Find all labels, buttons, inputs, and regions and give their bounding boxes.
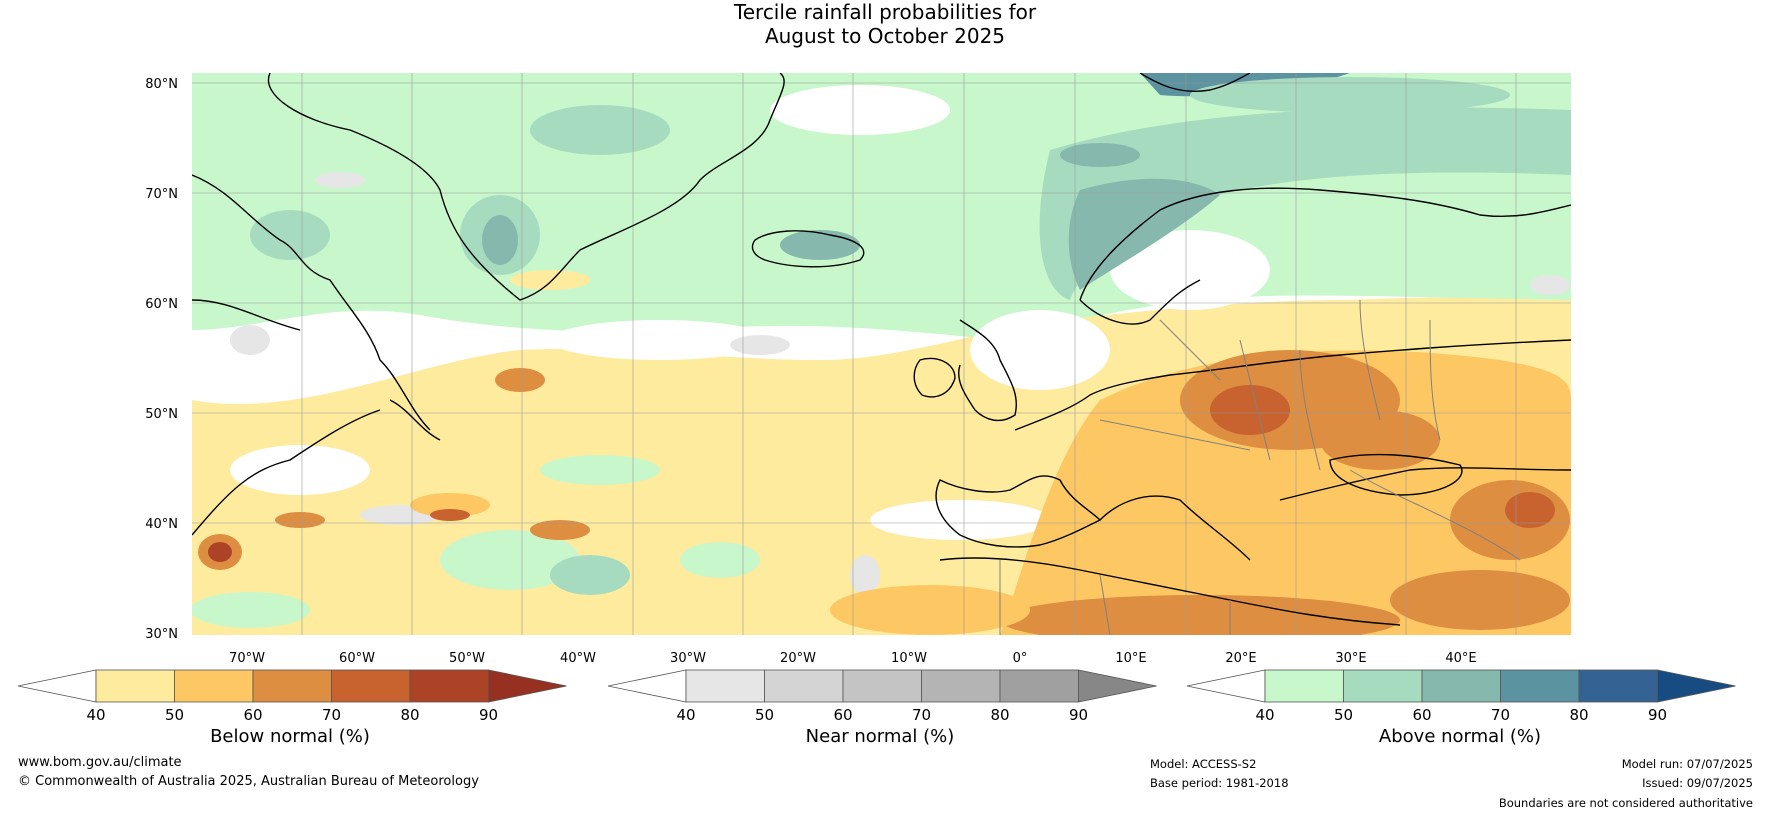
colorbar-tick-label: 50 — [165, 706, 184, 724]
copyright-text: © Commonwealth of Australia 2025, Austra… — [18, 774, 479, 789]
lon-label: 30°E — [1335, 651, 1366, 666]
disclaimer-text: Boundaries are not considered authoritat… — [1498, 796, 1753, 810]
country-borders — [999, 299, 1521, 635]
lat-label: 50°N — [145, 407, 178, 422]
lon-label: 60°W — [339, 651, 375, 666]
lat-label: 40°N — [145, 517, 178, 532]
below-normal-label: Below normal (%) — [210, 726, 370, 747]
issued-text: Issued: 09/07/2025 — [1642, 776, 1753, 790]
lon-label: 10°W — [891, 651, 927, 666]
probability-field — [192, 73, 1571, 635]
map-gridlines — [192, 73, 1571, 635]
colorbar-segment — [842, 669, 922, 703]
colorbar-tick-label: 50 — [1334, 706, 1353, 724]
colorbar-tick-label: 50 — [755, 706, 774, 724]
lat-label: 70°N — [145, 187, 178, 202]
colorbar-low-extension — [17, 669, 97, 703]
colorbar-tick-label: 70 — [322, 706, 341, 724]
lon-label: 50°W — [449, 651, 485, 666]
colorbar-segment — [409, 669, 489, 703]
colorbar-segment — [1578, 669, 1658, 703]
colorbar-segment — [921, 669, 1001, 703]
colorbar-low-extension — [1186, 669, 1266, 703]
colorbar-segment — [174, 669, 254, 703]
lon-label: 20°E — [1225, 651, 1256, 666]
near-normal-label: Near normal (%) — [805, 726, 955, 747]
above-normal-label: Above normal (%) — [1378, 726, 1542, 747]
colorbar-tick-label: 80 — [990, 706, 1009, 724]
model-text: Model: ACCESS-S2 — [1150, 757, 1257, 771]
colorbar-high-extension — [1078, 669, 1157, 703]
model-run-text: Model run: 07/07/2025 — [1621, 757, 1753, 771]
colorbar-segment — [1500, 669, 1580, 703]
coastlines — [192, 73, 1571, 626]
colorbar-segment — [999, 669, 1079, 703]
colorbar-segment — [1421, 669, 1501, 703]
lon-label: 30°W — [670, 651, 706, 666]
lat-label: 30°N — [145, 627, 178, 642]
colorbar-tick-label: 60 — [1412, 706, 1431, 724]
colorbar-tick-label: 60 — [833, 706, 852, 724]
colorbar-segment — [331, 669, 411, 703]
colorbar-tick-label: 80 — [400, 706, 419, 724]
lon-label: 20°W — [780, 651, 816, 666]
colorbar-tick-label: 90 — [1648, 706, 1667, 724]
colorbar-segment — [685, 669, 765, 703]
lon-label: 70°W — [229, 651, 265, 666]
colorbar-tick-label: 40 — [1255, 706, 1274, 724]
colorbar-tick-label: 70 — [912, 706, 931, 724]
colorbar-segment — [1264, 669, 1344, 703]
colorbar-tick-label: 40 — [676, 706, 695, 724]
above-normal-colorbar: 40 50 60 70 80 90 — [1186, 669, 1736, 724]
website-link[interactable]: www.bom.gov.au/climate — [18, 755, 182, 770]
lat-label: 60°N — [145, 297, 178, 312]
title-line-1: Tercile rainfall probabilities for — [733, 0, 1037, 24]
colorbar-segment — [1343, 669, 1423, 703]
colorbar-segment — [252, 669, 332, 703]
colorbar-tick-label: 90 — [1069, 706, 1088, 724]
colorbar-tick-label: 70 — [1491, 706, 1510, 724]
colorbar-low-extension — [607, 669, 687, 703]
map-title: Tercile rainfall probabilities for Augus… — [0, 0, 1770, 48]
title-line-2: August to October 2025 — [764, 24, 1006, 48]
lon-label: 0° — [1013, 651, 1028, 666]
lon-label: 10°E — [1115, 651, 1146, 666]
colorbar-tick-label: 80 — [1569, 706, 1588, 724]
colorbar-high-extension — [488, 669, 567, 703]
lon-label: 40°E — [1445, 651, 1476, 666]
colorbar-tick-label: 40 — [86, 706, 105, 724]
lat-label: 80°N — [145, 77, 178, 92]
near-normal-colorbar: 40 50 60 70 80 90 — [607, 669, 1157, 724]
colorbar-tick-label: 90 — [479, 706, 498, 724]
colorbar-segment — [95, 669, 175, 703]
below-normal-colorbar: 40 50 60 70 80 90 — [17, 669, 567, 724]
base-period-text: Base period: 1981-2018 — [1150, 776, 1289, 790]
colorbar-segment — [764, 669, 844, 703]
colorbar-high-extension — [1657, 669, 1736, 703]
lon-label: 40°W — [560, 651, 596, 666]
colorbar-tick-label: 60 — [243, 706, 262, 724]
